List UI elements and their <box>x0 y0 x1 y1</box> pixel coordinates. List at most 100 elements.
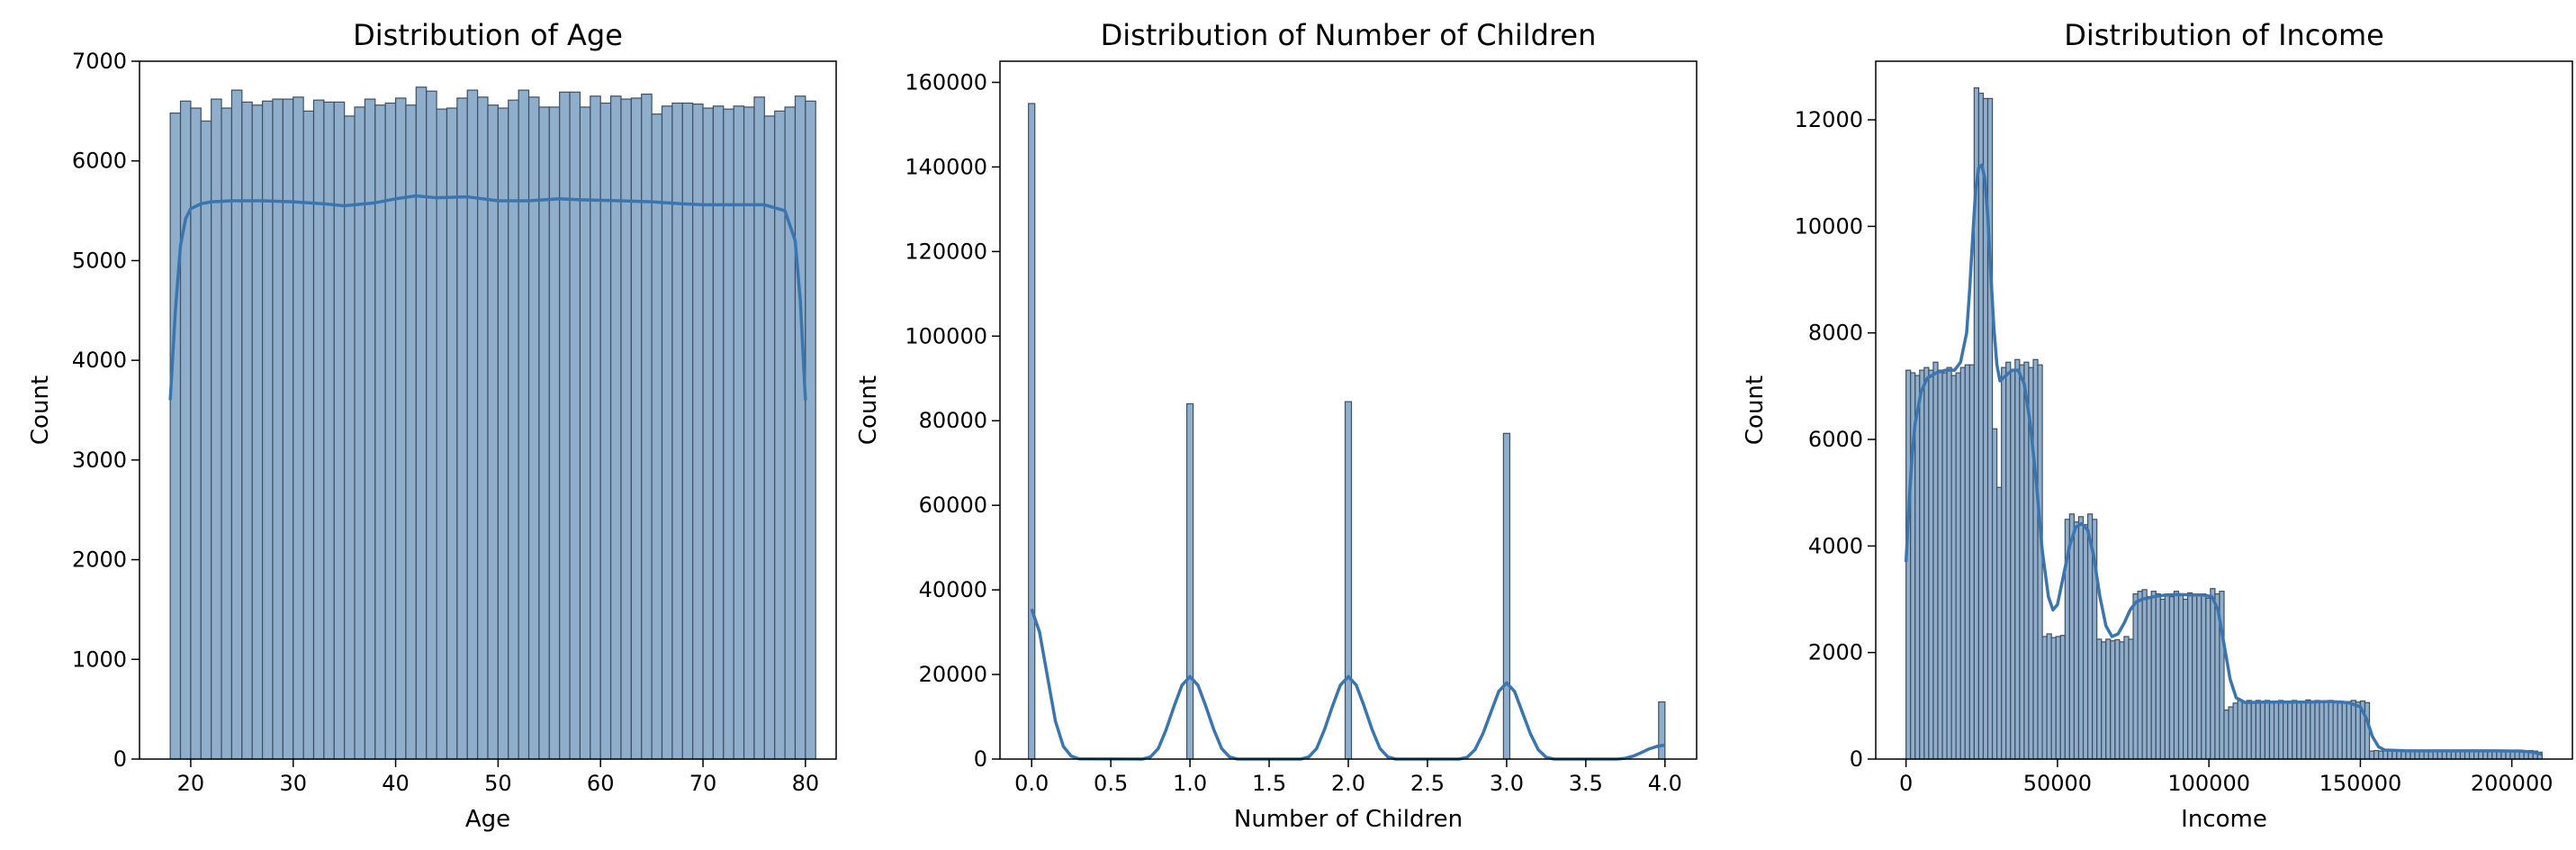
age-bar <box>323 101 335 760</box>
children-x-tick-label: 4.0 <box>1648 771 1682 796</box>
age-bar <box>426 90 437 760</box>
income-bar <box>2128 638 2134 760</box>
age-bar <box>651 113 663 760</box>
children-x-ticks: 0.0 0.5 1.0 1.5 2.0 2.5 3.0 3.5 4.0 <box>1014 759 1682 796</box>
income-bar <box>2323 700 2329 760</box>
age-axes-frame <box>139 60 837 760</box>
age-y-tick-label: 4000 <box>72 348 127 373</box>
income-y-axis-label: Count <box>1742 375 1769 445</box>
age-bar <box>753 96 765 760</box>
age-x-tick-label: 60 <box>587 771 615 796</box>
age-bar <box>579 106 591 760</box>
income-x-ticks: 0 50000 100000 150000 200000 <box>1899 759 2553 796</box>
income-y-tick-label: 6000 <box>1808 427 1863 452</box>
children-y-ticks: 0 20000 40000 60000 80000 100000 120000 140000 1… <box>905 69 1000 772</box>
children-x-tick-label: 0.0 <box>1014 771 1049 796</box>
children-y-tick-label: 100000 <box>905 323 987 348</box>
children-x-tick-label: 3.5 <box>1569 771 1603 796</box>
income-bar <box>2287 700 2293 760</box>
income-bar <box>2378 750 2384 760</box>
income-bar <box>2077 516 2085 760</box>
age-bar <box>527 96 540 760</box>
income-bar <box>2387 750 2393 760</box>
age-bar <box>487 104 499 760</box>
income-bar <box>1937 369 1943 760</box>
children-y-tick-label: 140000 <box>905 154 987 179</box>
income-bar <box>2210 588 2216 760</box>
children-chart-title: Distribution of Number of Children <box>1101 18 1597 52</box>
income-bar <box>1996 486 2003 760</box>
income-bar <box>2310 701 2316 760</box>
age-bar <box>302 110 315 760</box>
age-bar <box>415 86 428 760</box>
income-bar <box>1968 364 1975 760</box>
age-bar <box>497 107 509 760</box>
income-bar <box>1941 372 1948 760</box>
income-x-tick-label: 150000 <box>2319 771 2402 796</box>
income-bar <box>1946 366 1952 760</box>
children-y-tick-label: 20000 <box>919 662 987 687</box>
income-bar <box>1928 369 1934 760</box>
income-bar <box>1950 375 1957 760</box>
children-x-tick-label: 2.5 <box>1410 771 1445 796</box>
age-bar <box>805 100 816 760</box>
children-y-tick-label: 160000 <box>905 69 987 95</box>
age-bar <box>293 96 304 760</box>
children-bar <box>1502 432 1511 760</box>
income-bar <box>2082 524 2089 760</box>
age-y-tick-label: 5000 <box>72 248 127 273</box>
income-bar <box>2241 701 2247 760</box>
income-x-tick-label: 0 <box>1899 771 1913 796</box>
age-bar <box>569 91 581 760</box>
income-bar <box>2301 701 2307 760</box>
age-bar <box>169 112 182 760</box>
income-bar <box>1964 364 1970 760</box>
age-y-tick-label: 0 <box>113 746 127 772</box>
income-bar <box>2255 700 2261 760</box>
income-bar <box>2228 706 2234 760</box>
age-bar <box>784 106 797 760</box>
income-bar <box>2292 700 2298 760</box>
income-y-tick-label: 10000 <box>1795 213 1863 239</box>
income-y-ticks: 0 2000 4000 6000 8000 10000 12000 <box>1795 107 1876 772</box>
income-bar <box>2382 749 2389 760</box>
age-bars <box>169 86 816 760</box>
age-x-tick-label: 80 <box>792 771 820 796</box>
income-bar <box>2201 592 2207 760</box>
age-bar <box>466 89 479 760</box>
children-y-axis-label: Count <box>855 375 882 445</box>
children-x-tick-label: 2.0 <box>1331 771 1365 796</box>
children-bar <box>1028 103 1036 760</box>
age-y-axis-label: Count <box>27 375 54 445</box>
children-y-tick-label: 60000 <box>919 493 987 518</box>
age-chart: 20 30 40 50 60 70 80 0 1000 2000 3000 4000 5000 6000… <box>27 18 837 833</box>
age-chart-title: Distribution of Age <box>353 18 623 52</box>
children-x-tick-label: 0.5 <box>1094 771 1128 796</box>
age-bar <box>272 98 284 760</box>
age-bar <box>692 104 704 760</box>
income-bar <box>2283 701 2289 760</box>
income-bar <box>2150 591 2157 760</box>
children-chart: 0.0 0.5 1.0 1.5 2.0 2.5 3.0 3.5 4.0 0 20000 40000 6… <box>855 18 1698 833</box>
age-y-ticks: 0 1000 2000 3000 4000 5000 6000 7000 <box>72 49 140 772</box>
income-bar <box>2046 633 2052 760</box>
children-bar <box>1185 402 1194 760</box>
age-bar <box>609 95 622 760</box>
age-y-tick-label: 1000 <box>72 647 127 672</box>
age-bar <box>405 104 417 760</box>
income-bar <box>2273 701 2280 760</box>
age-bar <box>344 115 356 760</box>
age-y-tick-label: 7000 <box>72 49 127 74</box>
income-bar <box>2168 595 2175 760</box>
income-bar <box>2141 589 2148 760</box>
income-bar <box>1991 428 1998 760</box>
income-bar <box>2110 640 2116 760</box>
age-bar <box>312 99 325 760</box>
income-bar <box>2096 638 2103 760</box>
income-bar <box>2364 701 2371 760</box>
income-bar <box>2314 700 2320 760</box>
income-bar <box>1919 369 1925 760</box>
income-bar <box>2346 701 2352 760</box>
age-bar <box>630 97 643 760</box>
age-bar <box>641 93 653 760</box>
